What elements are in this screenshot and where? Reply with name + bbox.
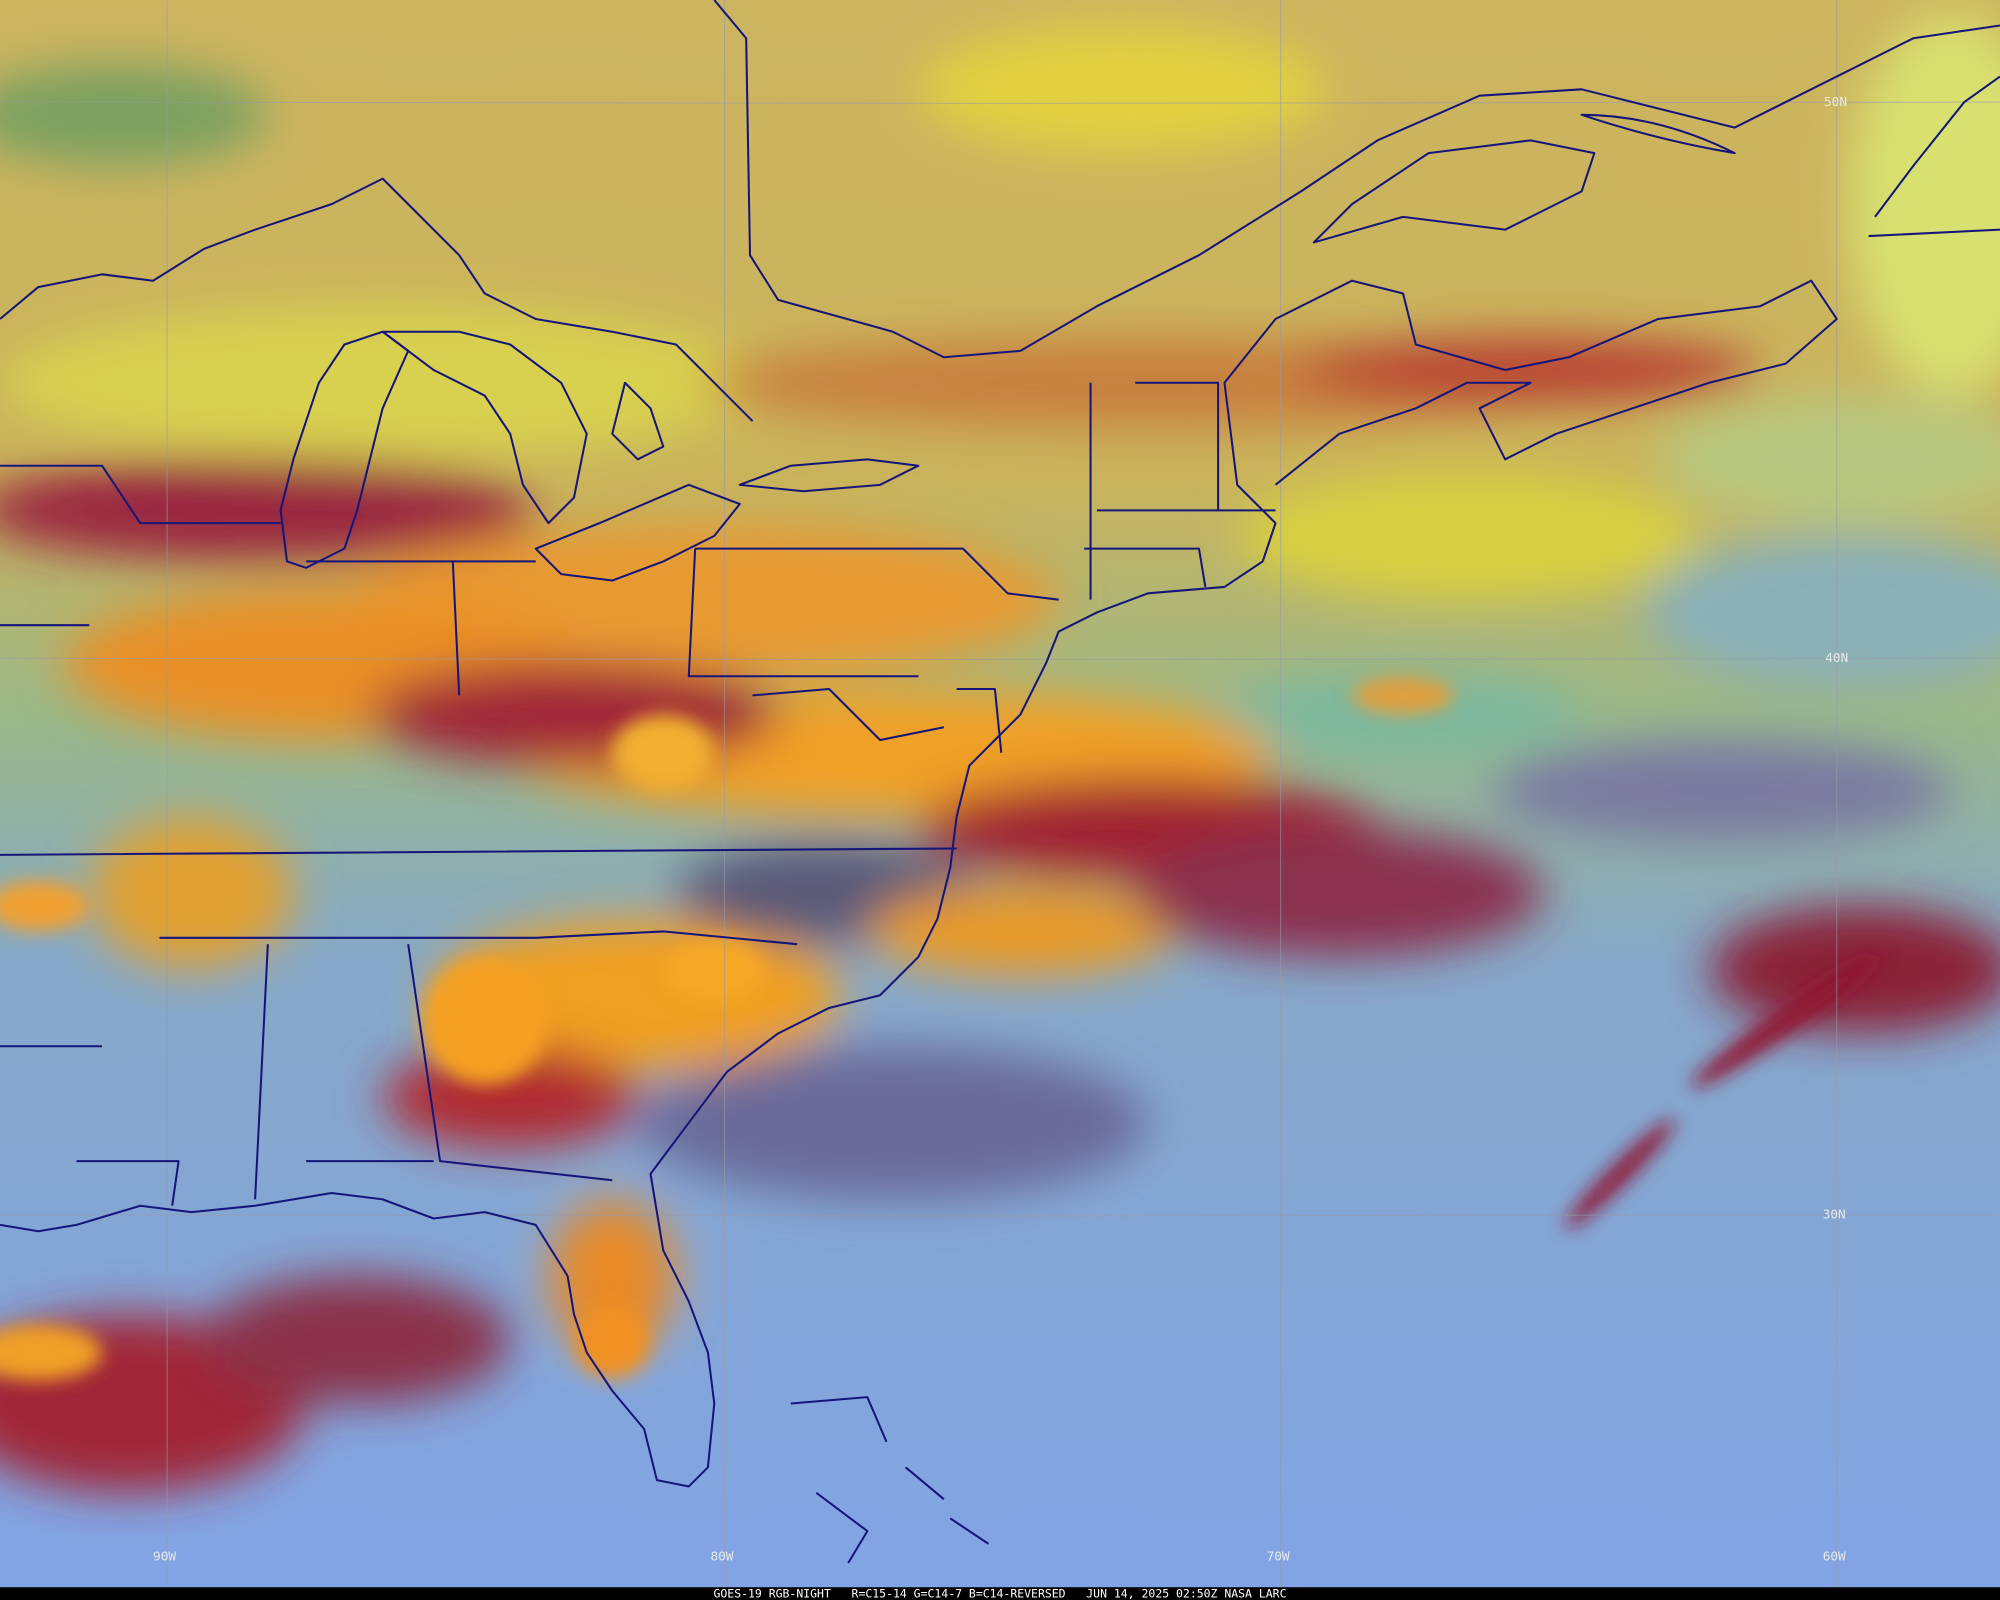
lon-label: 80W bbox=[710, 1549, 733, 1564]
lat-label: 30N bbox=[1823, 1207, 1846, 1222]
lat-label: 40N bbox=[1825, 651, 1848, 666]
lon-label: 90W bbox=[153, 1549, 176, 1564]
footer-caption: GOES-19 RGB-NIGHT R=C15-14 G=C14-7 B=C14… bbox=[713, 1586, 1286, 1600]
footer-bar bbox=[0, 1587, 2000, 1600]
lon-label: 60W bbox=[1823, 1549, 1846, 1564]
coastlines bbox=[0, 0, 2000, 1564]
lon-label: 70W bbox=[1267, 1549, 1290, 1564]
labels: 50N 40N 30N 90W 80W 70W 60W bbox=[153, 95, 1848, 1565]
lat-label: 50N bbox=[1824, 95, 1847, 110]
